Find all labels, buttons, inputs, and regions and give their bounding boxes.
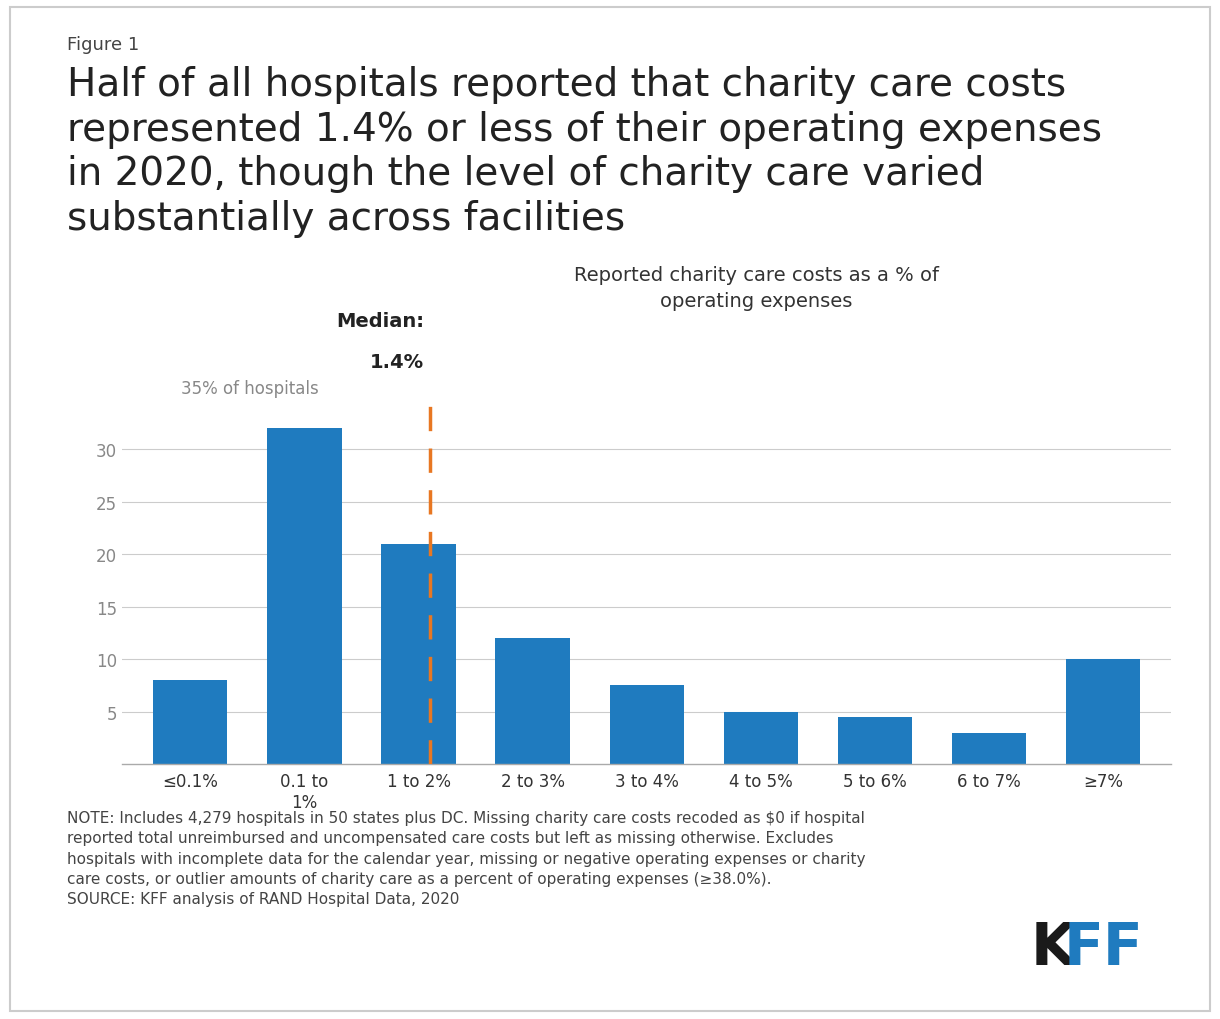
Text: 1.4%: 1.4% xyxy=(370,353,423,372)
Bar xyxy=(723,712,798,764)
Bar xyxy=(495,639,570,764)
Text: Median:: Median: xyxy=(336,312,423,331)
Bar xyxy=(838,717,911,764)
Text: Figure 1: Figure 1 xyxy=(67,36,139,54)
Text: FF: FF xyxy=(1064,919,1143,976)
Bar xyxy=(952,733,1026,764)
Text: NOTE: Includes 4,279 hospitals in 50 states plus DC. Missing charity care costs : NOTE: Includes 4,279 hospitals in 50 sta… xyxy=(67,810,866,907)
Text: Half of all hospitals reported that charity care costs
represented 1.4% or less : Half of all hospitals reported that char… xyxy=(67,66,1102,237)
Bar xyxy=(267,429,342,764)
Text: K: K xyxy=(1031,919,1076,976)
Text: Reported charity care costs as a % of
operating expenses: Reported charity care costs as a % of op… xyxy=(573,265,939,311)
Bar xyxy=(1066,659,1139,764)
Text: 35% of hospitals: 35% of hospitals xyxy=(182,379,320,397)
Bar xyxy=(382,544,455,764)
Bar xyxy=(154,681,227,764)
Bar xyxy=(610,686,683,764)
